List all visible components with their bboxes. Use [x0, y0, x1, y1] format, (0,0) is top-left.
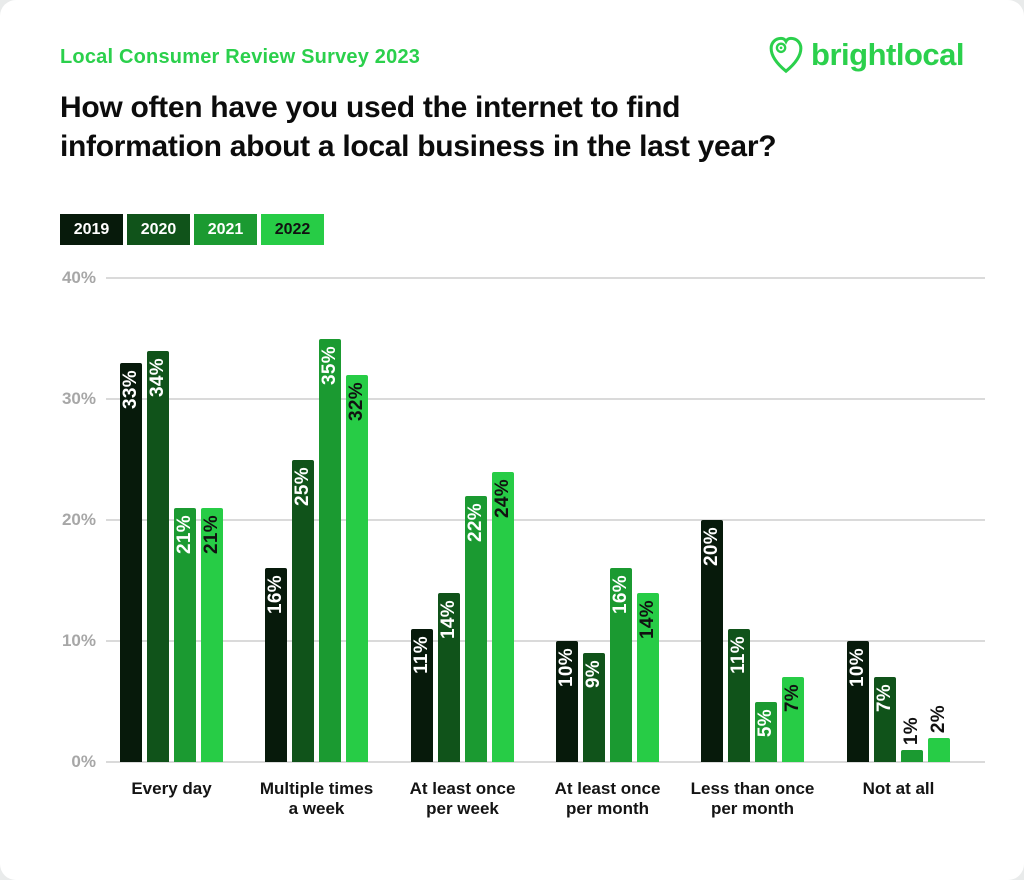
bar-2020: 34% — [147, 350, 169, 762]
bar-value-label: 2% — [928, 704, 949, 733]
bar-2022: 14% — [637, 592, 659, 762]
bar-value-label: 25% — [292, 466, 313, 506]
legend-item-2019: 2019 — [60, 214, 123, 245]
bar-2020: 9% — [583, 653, 605, 762]
bar-2019: 33% — [120, 362, 142, 762]
bar-value-label: 22% — [465, 502, 486, 542]
bar-2021: 5% — [755, 701, 777, 762]
survey-label: Local Consumer Review Survey 2023 — [60, 46, 421, 68]
y-tick-label: 20% — [61, 510, 96, 529]
legend-item-2020: 2020 — [127, 214, 190, 245]
y-tick-label: 40% — [61, 268, 96, 287]
bar-value-label: 16% — [265, 575, 286, 615]
gridline-40% — [106, 277, 985, 279]
heart-pin-icon — [768, 36, 804, 74]
bar-2020: 11% — [728, 628, 750, 762]
bar-2021: 22% — [465, 495, 487, 762]
legend-item-label: 2022 — [274, 220, 311, 238]
bar-2020: 14% — [438, 592, 460, 762]
y-tick-label: 30% — [61, 389, 96, 408]
gridline-20% — [106, 519, 985, 521]
bar-value-label: 21% — [201, 514, 222, 554]
legend-item-label: 2019 — [73, 220, 110, 238]
bar-value-label: 20% — [701, 527, 722, 566]
bar-value-label: 10% — [847, 648, 868, 687]
bar-2019: 16% — [265, 568, 287, 762]
bar-2022: 21% — [201, 507, 223, 762]
gridline-30% — [106, 398, 985, 400]
chart-title: How often have you used the internet to … — [60, 91, 777, 163]
bar-2022: 32% — [346, 374, 368, 762]
bar-value-label: 21% — [174, 514, 195, 554]
legend-item-label: 2021 — [207, 220, 244, 238]
bar-value-label: 7% — [874, 684, 895, 713]
x-axis-label: Not at all — [862, 779, 935, 798]
bar-value-label: 14% — [438, 599, 459, 639]
bar-2021: 1% — [901, 717, 923, 762]
y-tick-label: 10% — [61, 631, 96, 650]
bar-value-label: 32% — [346, 381, 367, 421]
bar-value-label: 16% — [610, 575, 631, 615]
bar-2022: 2% — [928, 705, 950, 762]
bar-value-label: 33% — [120, 369, 141, 409]
bar-2020: 7% — [874, 677, 896, 762]
bar-2019: 20% — [701, 520, 723, 762]
legend-item-2021: 2021 — [194, 214, 257, 245]
bar-2020: 25% — [292, 459, 314, 762]
y-tick-label: 0% — [71, 752, 96, 771]
bar-value-label: 1% — [901, 716, 922, 745]
x-axis-label: At least once per month — [554, 779, 661, 819]
bar-value-label: 24% — [492, 478, 513, 518]
x-axis-label: Every day — [131, 779, 212, 798]
logo-text: brightlocal — [811, 37, 964, 72]
bar-2022: 7% — [782, 677, 804, 762]
bar-value-label: 35% — [319, 345, 340, 385]
bar-2019: 10% — [556, 641, 578, 762]
bar-2022: 24% — [492, 471, 514, 762]
gridline-0% — [106, 761, 985, 763]
bar-value-label: 34% — [147, 357, 168, 397]
bar-value-label: 11% — [411, 635, 432, 674]
bar-2021: 16% — [610, 568, 632, 762]
bar-value-label: 5% — [755, 708, 776, 737]
legend-item-label: 2020 — [140, 220, 177, 238]
bar-2019: 10% — [847, 641, 869, 762]
legend: 2019 2020 2021 2022 — [60, 214, 324, 245]
bar-value-label: 7% — [782, 684, 803, 713]
bar-2021: 35% — [319, 338, 341, 762]
bar-value-label: 10% — [556, 648, 577, 687]
bar-2021: 21% — [174, 507, 196, 762]
x-axis-label: At least once per week — [409, 779, 516, 819]
gridline-10% — [106, 640, 985, 642]
x-axis-label: Less than once per month — [690, 779, 815, 819]
bar-value-label: 9% — [583, 660, 604, 689]
x-axis-label: Multiple times a week — [259, 779, 374, 819]
bar-value-label: 14% — [637, 599, 658, 639]
legend-item-2022: 2022 — [261, 214, 324, 245]
brightlocal-logo: brightlocal — [768, 36, 964, 74]
bar-2019: 11% — [411, 628, 433, 762]
bar-value-label: 11% — [728, 635, 749, 674]
